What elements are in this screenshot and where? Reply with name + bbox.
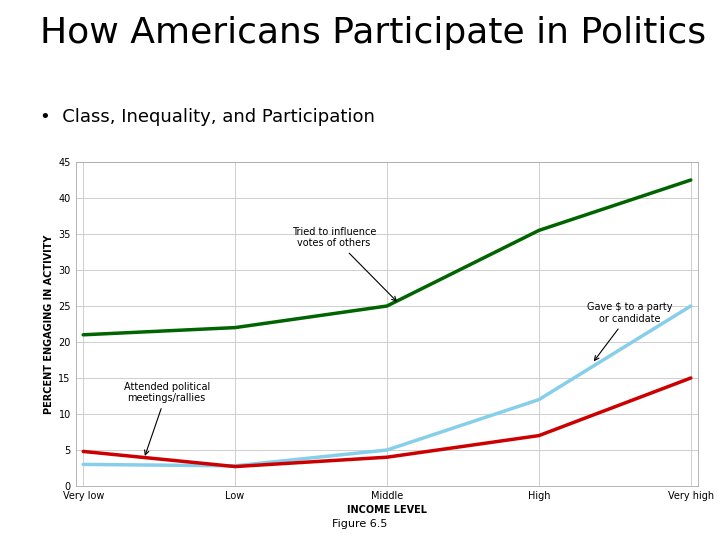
Text: •  Class, Inequality, and Participation: • Class, Inequality, and Participation [40,108,374,126]
Text: Figure 6.5: Figure 6.5 [333,519,387,529]
Text: Tried to influence
votes of others: Tried to influence votes of others [292,227,396,301]
Text: How Americans Participate in Politics: How Americans Participate in Politics [40,16,706,50]
Text: Gave $ to a party
or candidate: Gave $ to a party or candidate [588,302,672,360]
X-axis label: INCOME LEVEL: INCOME LEVEL [347,505,427,515]
Text: Attended political
meetings/rallies: Attended political meetings/rallies [124,382,210,455]
Y-axis label: PERCENT ENGAGING IN ACTIVITY: PERCENT ENGAGING IN ACTIVITY [44,234,54,414]
